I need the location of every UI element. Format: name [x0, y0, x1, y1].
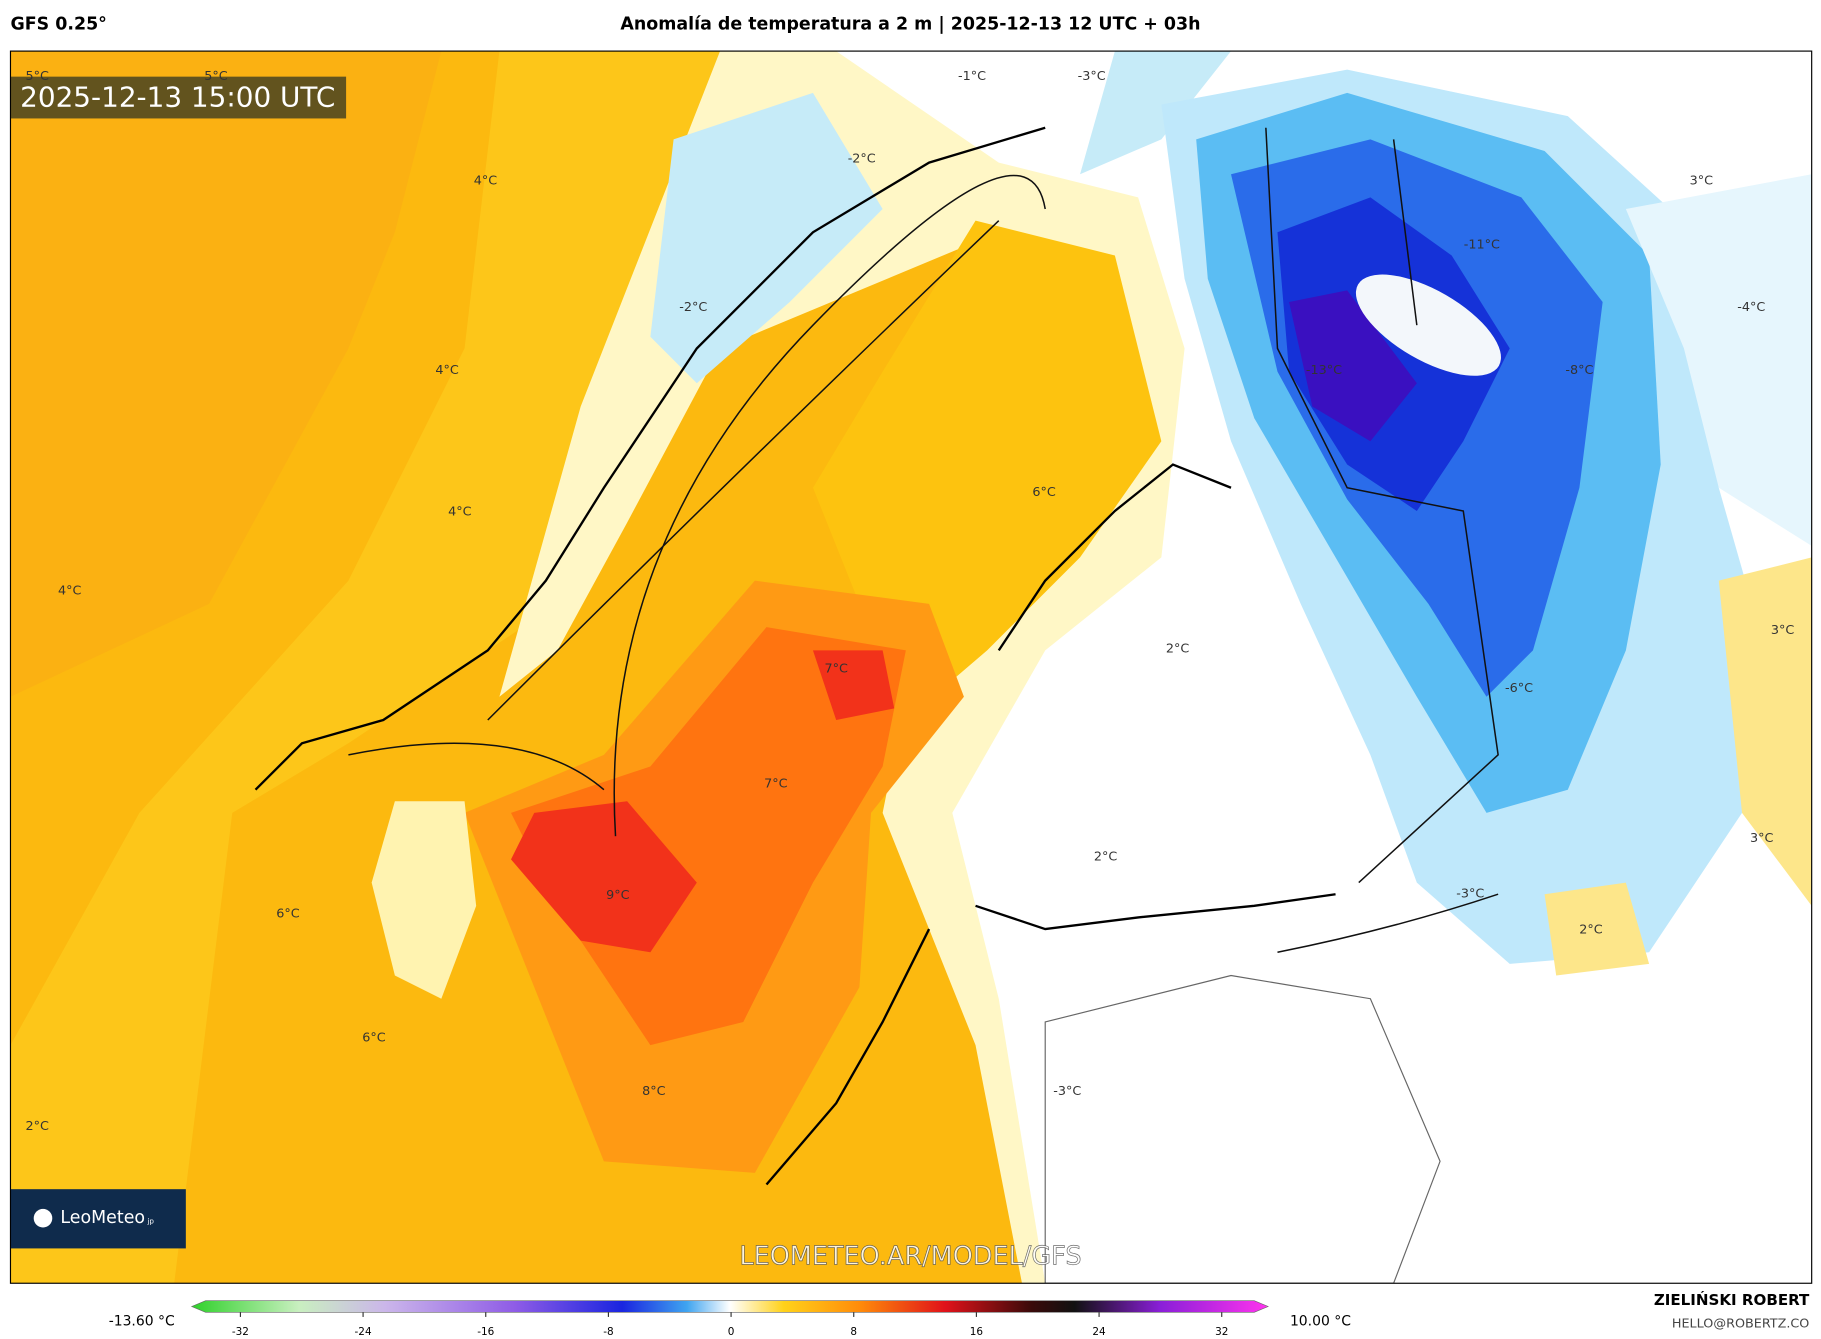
temperature-label: 2°C	[1094, 850, 1118, 865]
cold-field	[1289, 290, 1417, 442]
temperature-label: -8°C	[1565, 363, 1593, 378]
field	[1625, 174, 1812, 546]
colorbar-tick-label: 24	[1092, 1326, 1106, 1338]
colorbar	[190, 1300, 1269, 1313]
temperature-label: -3°C	[1456, 887, 1484, 902]
temperature-label: 3°C	[1690, 174, 1714, 189]
time-box	[10, 76, 347, 119]
logo-sun	[33, 1208, 53, 1228]
temperature-label: -6°C	[1505, 681, 1533, 696]
temperature-label: 4°C	[448, 505, 472, 520]
temperature-label: 5°C	[204, 69, 228, 84]
model-name: GFS 0.25°	[10, 14, 106, 34]
colorbar-tick-label: 0	[728, 1326, 735, 1338]
temperature-label: 2°C	[1166, 642, 1190, 657]
coastline	[254, 126, 1336, 1186]
temperature-label: 4°C	[474, 174, 498, 189]
colorbar-tick-label: -16	[477, 1326, 494, 1338]
map: LeoMeteo jp LEOMETEO.AR/MODEL/GFS 2025-1…	[10, 51, 1812, 1284]
temperature-label: -3°C	[1078, 69, 1106, 84]
border	[348, 127, 1499, 954]
author: ZIELIŃSKI ROBERT	[1654, 1290, 1810, 1309]
temperature-label: -13°C	[1306, 363, 1342, 378]
colorbar-min: -13.60 °C	[109, 1314, 175, 1330]
field	[1355, 274, 1501, 376]
temperature-label: 9°C	[606, 888, 630, 903]
colorbar-tick-label: -8	[603, 1326, 613, 1338]
temperature-label: 3°C	[1750, 831, 1774, 846]
title: Anomalía de temperatura a 2 m | 2025-12-…	[620, 14, 1200, 34]
temperature-label: 2°C	[1579, 923, 1603, 938]
temperature-label: 4°C	[435, 363, 459, 378]
temperature-label: -11°C	[1464, 238, 1500, 253]
temperature-label: 6°C	[362, 1031, 386, 1046]
field	[371, 801, 477, 999]
temperature-label: 4°C	[58, 584, 82, 599]
field	[650, 51, 1232, 384]
email: HELLO@ROBERTZ.CO	[1672, 1316, 1810, 1331]
valid-time: 2025-12-13 15:00 UTC	[20, 81, 335, 114]
temperature-label: 7°C	[824, 661, 848, 676]
logo-text: LeoMeteo	[60, 1208, 145, 1228]
field	[10, 51, 721, 1284]
temperature-label: -4°C	[1737, 300, 1765, 315]
temperature-label: 2°C	[25, 1119, 49, 1134]
temperature-label: 6°C	[1032, 485, 1056, 500]
field	[10, 51, 442, 697]
colorbar-tick-label: 16	[970, 1326, 983, 1338]
temperature-label: -3°C	[1053, 1084, 1081, 1099]
temperature-label: 6°C	[276, 906, 300, 921]
temperature-label: -1°C	[958, 69, 986, 84]
temperature-label: 8°C	[642, 1084, 666, 1099]
field	[1544, 557, 1812, 976]
temperature-label: 5°C	[25, 69, 49, 84]
temperature-label: 3°C	[1771, 623, 1795, 638]
warm-field	[511, 650, 895, 953]
colorbar-ticks: -32 -24 -16 -8 0 8 16 24 32	[232, 1312, 1228, 1338]
colorbar-tick-label: -24	[355, 1326, 372, 1338]
colorbar-tick-label: 32	[1215, 1326, 1228, 1338]
temperature-label: -2°C	[848, 152, 876, 167]
temperature-label: 7°C	[764, 776, 788, 791]
watermark: LEOMETEO.AR/MODEL/GFS	[739, 1242, 1081, 1272]
temperature-label: -2°C	[679, 300, 707, 315]
colorbar-tick-label: 8	[850, 1326, 857, 1338]
map-labels: 5°C 5°C -1°C -3°C 4°C -2°C 3°C -11°C -2°C -4°C 4°C…	[25, 69, 1794, 1134]
logo-suffix: jp	[147, 1218, 155, 1226]
field	[812, 220, 1162, 721]
border	[1044, 974, 1441, 1284]
colorbar-tick-label: -32	[232, 1326, 249, 1338]
colorbar-max: 10.00 °C	[1290, 1314, 1351, 1330]
map-frame	[9, 50, 1813, 1284]
